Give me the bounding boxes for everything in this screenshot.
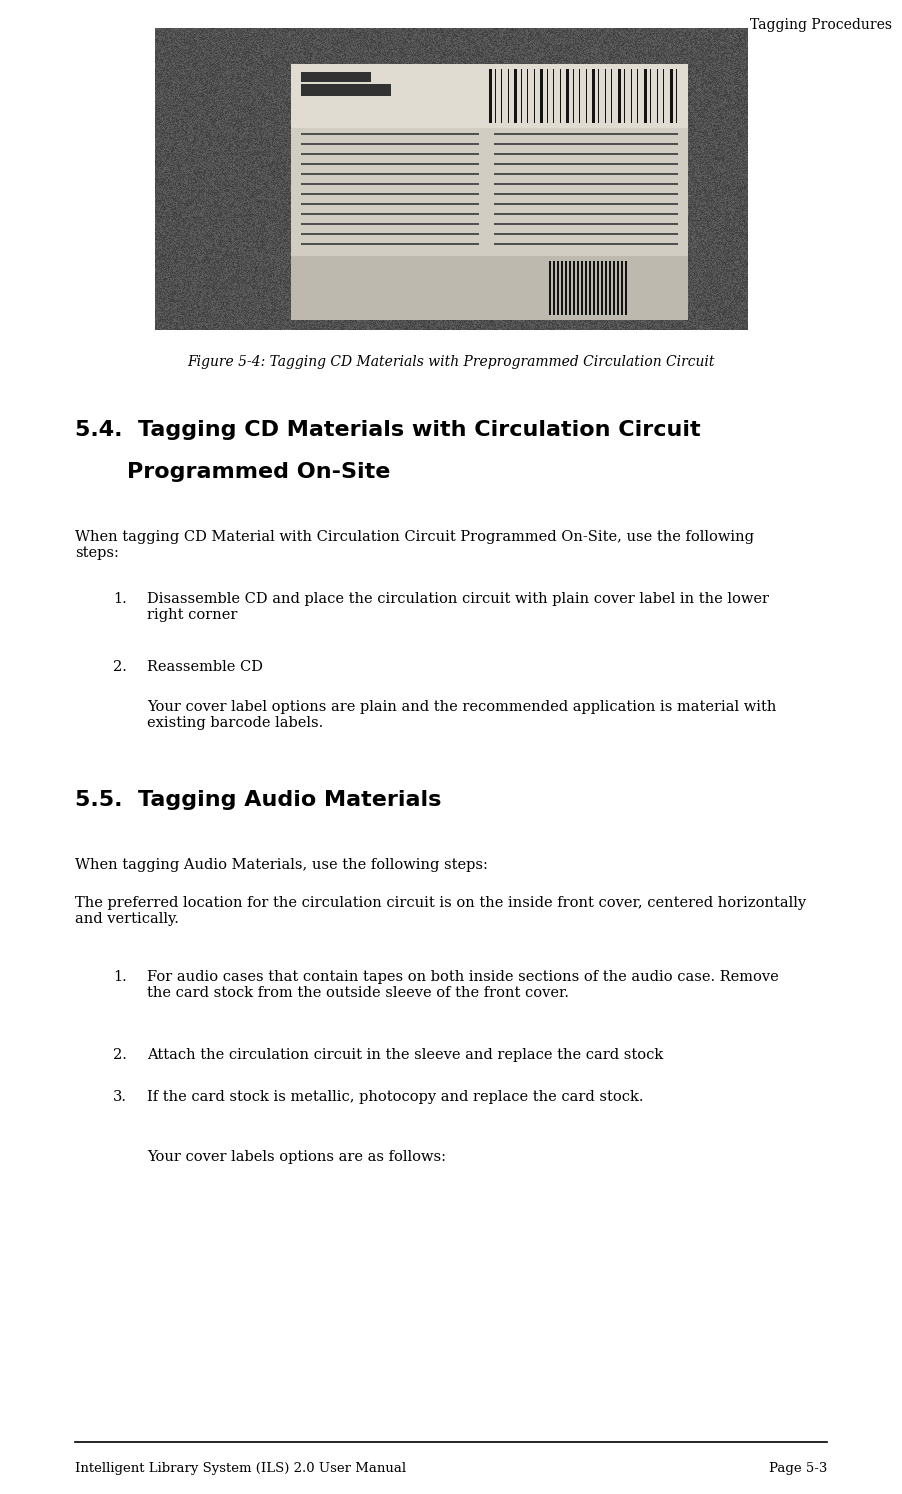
Text: Programmed On-Site: Programmed On-Site <box>127 462 391 483</box>
Text: Attach the circulation circuit in the sleeve and replace the card stock: Attach the circulation circuit in the sl… <box>147 1047 663 1062</box>
Text: When tagging Audio Materials, use the following steps:: When tagging Audio Materials, use the fo… <box>75 858 488 872</box>
Text: Your cover label options are plain and the recommended application is material w: Your cover label options are plain and t… <box>147 701 777 731</box>
Text: Tagging Procedures: Tagging Procedures <box>750 18 892 31</box>
Text: Figure 5-4: Tagging CD Materials with Preprogrammed Circulation Circuit: Figure 5-4: Tagging CD Materials with Pr… <box>188 356 714 369</box>
Text: Intelligent Library System (ILS) 2.0 User Manual: Intelligent Library System (ILS) 2.0 Use… <box>75 1463 406 1475</box>
Text: 1.: 1. <box>113 592 127 607</box>
Text: 5.5.  Tagging Audio Materials: 5.5. Tagging Audio Materials <box>75 790 441 810</box>
Text: When tagging CD Material with Circulation Circuit Programmed On-Site, use the fo: When tagging CD Material with Circulatio… <box>75 530 754 560</box>
Text: 5.4.  Tagging CD Materials with Circulation Circuit: 5.4. Tagging CD Materials with Circulati… <box>75 420 701 441</box>
Text: 2.: 2. <box>113 1047 127 1062</box>
Text: 2.: 2. <box>113 660 127 674</box>
Text: The preferred location for the circulation circuit is on the inside front cover,: The preferred location for the circulati… <box>75 896 806 926</box>
Text: Page 5-3: Page 5-3 <box>769 1463 827 1475</box>
Text: 3.: 3. <box>113 1091 127 1104</box>
Text: Reassemble CD: Reassemble CD <box>147 660 263 674</box>
Text: Disassemble CD and place the circulation circuit with plain cover label in the l: Disassemble CD and place the circulation… <box>147 592 769 622</box>
Text: 1.: 1. <box>113 970 127 985</box>
Text: Your cover labels options are as follows:: Your cover labels options are as follows… <box>147 1150 446 1164</box>
Text: If the card stock is metallic, photocopy and replace the card stock.: If the card stock is metallic, photocopy… <box>147 1091 643 1104</box>
Text: For audio cases that contain tapes on both inside sections of the audio case. Re: For audio cases that contain tapes on bo… <box>147 970 778 999</box>
